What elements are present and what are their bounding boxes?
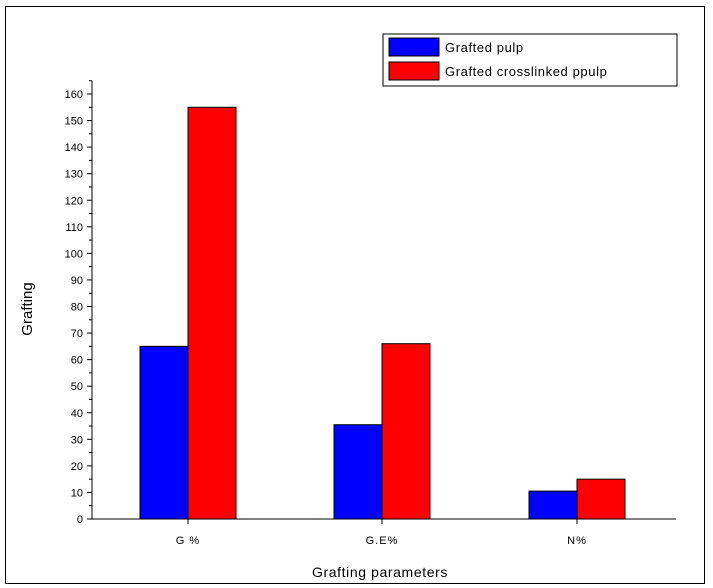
- y-tick-label: 140: [65, 142, 83, 154]
- legend-label: Grafted crosslinked ppulp: [445, 64, 607, 79]
- bar: [576, 478, 626, 520]
- y-tick-label: 130: [65, 169, 83, 181]
- bar: [333, 424, 383, 520]
- y-tick-label: 70: [71, 328, 83, 340]
- y-tick-label: 20: [71, 461, 83, 473]
- legend-swatch: [388, 37, 440, 57]
- y-tick-label: 110: [65, 222, 83, 234]
- y-tick-label: 80: [71, 302, 83, 314]
- x-tick-label: N%: [567, 535, 587, 547]
- legend-label: Grafted pulp: [445, 40, 524, 55]
- y-tick-label: 160: [65, 89, 83, 101]
- x-tick-label: G.E%: [366, 535, 399, 547]
- y-tick-label: 100: [65, 248, 83, 260]
- chart-frame: [5, 6, 705, 584]
- axes: 0 10 20 30 40 50 60 70 80 90 100 110 120 130 140 150 160…: [65, 80, 676, 547]
- bar: [381, 343, 431, 520]
- y-tick-label: 30: [71, 434, 83, 446]
- y-tick-label: 150: [65, 116, 83, 128]
- y-tick-label: 40: [71, 408, 83, 420]
- bar: [139, 345, 189, 520]
- x-axis-label: Grafting parameters: [312, 564, 448, 580]
- bar: [187, 106, 237, 520]
- legend-swatch: [388, 61, 440, 81]
- y-tick-label: 0: [77, 514, 83, 526]
- y-tick-label: 60: [71, 355, 83, 367]
- y-tick-label: 50: [71, 381, 83, 393]
- y-tick-label: 120: [65, 195, 83, 207]
- y-axis-label: Grafting: [19, 282, 36, 335]
- y-tick-label: 10: [71, 487, 83, 499]
- x-tick-label: G %: [176, 535, 200, 547]
- y-tick-label: 90: [71, 275, 83, 287]
- bar: [528, 490, 578, 520]
- legend: Grafted pulp Grafted crosslinked ppulp: [382, 33, 678, 87]
- bars: [139, 106, 626, 520]
